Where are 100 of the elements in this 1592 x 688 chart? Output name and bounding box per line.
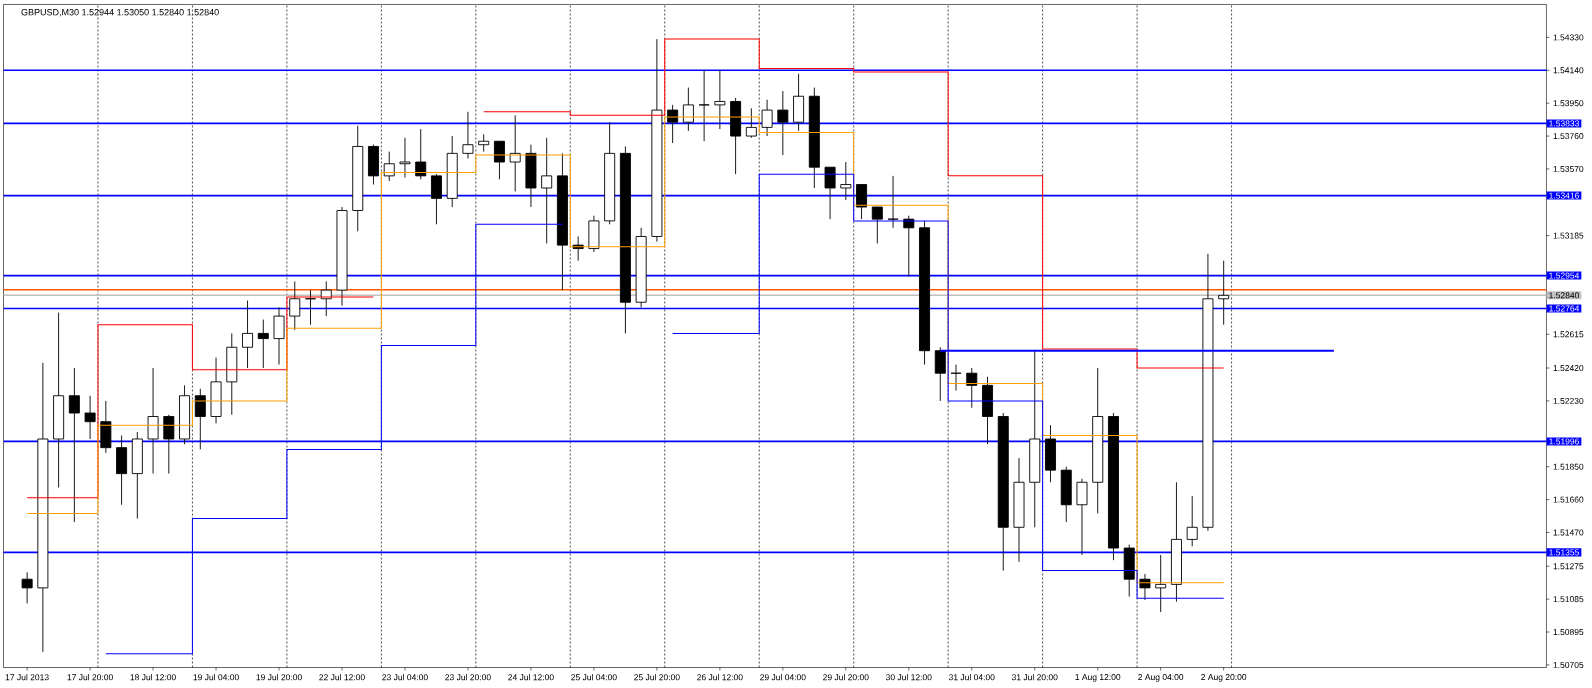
- ref-line-label: 1.53833: [1549, 120, 1579, 127]
- y-tick-label: 1.54330: [1553, 34, 1584, 41]
- candlestick: [556, 152, 568, 291]
- candlestick: [714, 69, 726, 130]
- x-tick-label: 22 Jul 12:00: [319, 674, 365, 681]
- candlestick: [37, 362, 49, 653]
- ref-line-label: 1.51355: [1549, 549, 1579, 556]
- x-tick-label: 24 Jul 12:00: [508, 674, 554, 681]
- candlestick: [619, 146, 631, 334]
- candlestick: [147, 367, 159, 475]
- x-tick-label: 29 Jul 04:00: [760, 674, 806, 681]
- y-tick-label: 1.53760: [1553, 133, 1584, 140]
- candlestick: [919, 220, 931, 366]
- x-tick-label: 2 Aug 20:00: [1201, 674, 1247, 682]
- candlestick: [399, 137, 411, 179]
- candlestick: [84, 395, 96, 440]
- candlestick: [1139, 573, 1151, 601]
- x-tick-label: 2 Aug 04:00: [1138, 674, 1184, 682]
- candlestick: [194, 388, 206, 450]
- x-tick-label: 26 Jul 12:00: [697, 674, 743, 681]
- candlestick: [588, 215, 600, 253]
- y-tick-label: 1.51660: [1553, 496, 1584, 503]
- candlestick: [336, 206, 348, 307]
- candlestick: [1155, 554, 1167, 613]
- x-tick-label: 17 Jul 2013: [5, 674, 49, 681]
- candlestick: [383, 151, 395, 182]
- candlestick: [430, 173, 442, 225]
- y-tick-label: 1.50895: [1553, 629, 1584, 636]
- y-tick-label: 1.50705: [1553, 661, 1584, 668]
- candlestick: [604, 121, 616, 225]
- x-tick-label: 19 Jul 04:00: [193, 674, 239, 681]
- candlestick: [446, 135, 458, 208]
- candlestick: [226, 332, 238, 416]
- candlestick: [966, 367, 978, 409]
- candlestick: [635, 227, 647, 308]
- x-tick-label: 25 Jul 04:00: [571, 674, 617, 681]
- y-tick-label: 1.52615: [1553, 331, 1584, 338]
- x-tick-label: 1 Aug 12:00: [1075, 674, 1121, 682]
- x-tick-label: 31 Jul 20:00: [1011, 674, 1058, 681]
- candlestick: [1186, 495, 1198, 547]
- candlestick: [53, 312, 65, 488]
- x-tick-label: 29 Jul 20:00: [823, 674, 869, 681]
- candlestick: [997, 412, 1009, 572]
- y-tick-label: 1.51085: [1553, 596, 1584, 603]
- y-tick-label: 1.51470: [1553, 529, 1584, 536]
- ref-line-label: 1.52840: [1549, 292, 1580, 299]
- candlestick: [116, 435, 128, 506]
- candlestick: [651, 38, 663, 243]
- candlestick: [730, 97, 742, 175]
- ref-line-label: 1.53416: [1549, 192, 1579, 199]
- candlestick: [698, 69, 710, 142]
- candlestick: [1076, 478, 1088, 556]
- candlestick: [242, 300, 254, 369]
- y-tick-label: 1.51275: [1553, 563, 1584, 570]
- candlestick: [777, 90, 789, 156]
- x-tick-label: 23 Jul 04:00: [382, 674, 428, 681]
- candlestick: [541, 137, 553, 244]
- candlestick: [887, 175, 899, 229]
- candlestick: [352, 125, 364, 232]
- candlestick: [808, 87, 820, 189]
- x-tick-label: 30 Jul 12:00: [885, 674, 932, 681]
- ref-line-label: 1.52954: [1549, 272, 1580, 279]
- candlestick: [1029, 350, 1041, 528]
- candlestick: [793, 73, 805, 132]
- candlestick: [950, 364, 962, 391]
- x-tick-label: 17 Jul 20:00: [67, 674, 113, 681]
- y-tick-label: 1.51850: [1553, 463, 1584, 470]
- candlestick: [179, 384, 191, 445]
- candlestick: [415, 128, 427, 180]
- candlestick: [21, 571, 33, 604]
- candlestick: [682, 87, 694, 132]
- x-tick-label: 18 Jul 12:00: [130, 674, 176, 681]
- chart-title: GBPUSD,M30 1.52944 1.53050 1.52840 1.52840: [21, 9, 219, 17]
- y-tick-label: 1.53185: [1553, 232, 1584, 239]
- candlestick: [289, 281, 301, 331]
- candlestick: [68, 367, 80, 523]
- x-tick-label: 25 Jul 20:00: [634, 674, 680, 681]
- ref-line-label: 1.51996: [1549, 438, 1579, 445]
- candlestick: [257, 319, 269, 369]
- y-tick-label: 1.52420: [1553, 365, 1584, 372]
- y-tick-label: 1.52230: [1553, 397, 1584, 404]
- candlestick: [210, 357, 222, 424]
- candlestick: [934, 346, 946, 402]
- x-tick-label: 23 Jul 20:00: [445, 674, 491, 681]
- candlestick: [1060, 466, 1072, 523]
- candlestick: [1202, 253, 1214, 532]
- candlestick: [273, 306, 285, 366]
- y-tick-label: 1.53950: [1553, 100, 1584, 107]
- candlestick: [745, 107, 757, 139]
- candlestick: [100, 400, 112, 454]
- candlestick: [478, 133, 490, 153]
- candlestick: [1107, 412, 1119, 561]
- candlestick: [525, 144, 537, 208]
- x-tick-label: 19 Jul 20:00: [256, 674, 302, 681]
- candlestick: [131, 431, 143, 520]
- candlestick: [1045, 424, 1056, 483]
- y-tick-label: 1.53570: [1553, 165, 1584, 172]
- candlestick: [1218, 260, 1230, 326]
- candlestick: [840, 161, 852, 201]
- candlestick: [1170, 481, 1182, 603]
